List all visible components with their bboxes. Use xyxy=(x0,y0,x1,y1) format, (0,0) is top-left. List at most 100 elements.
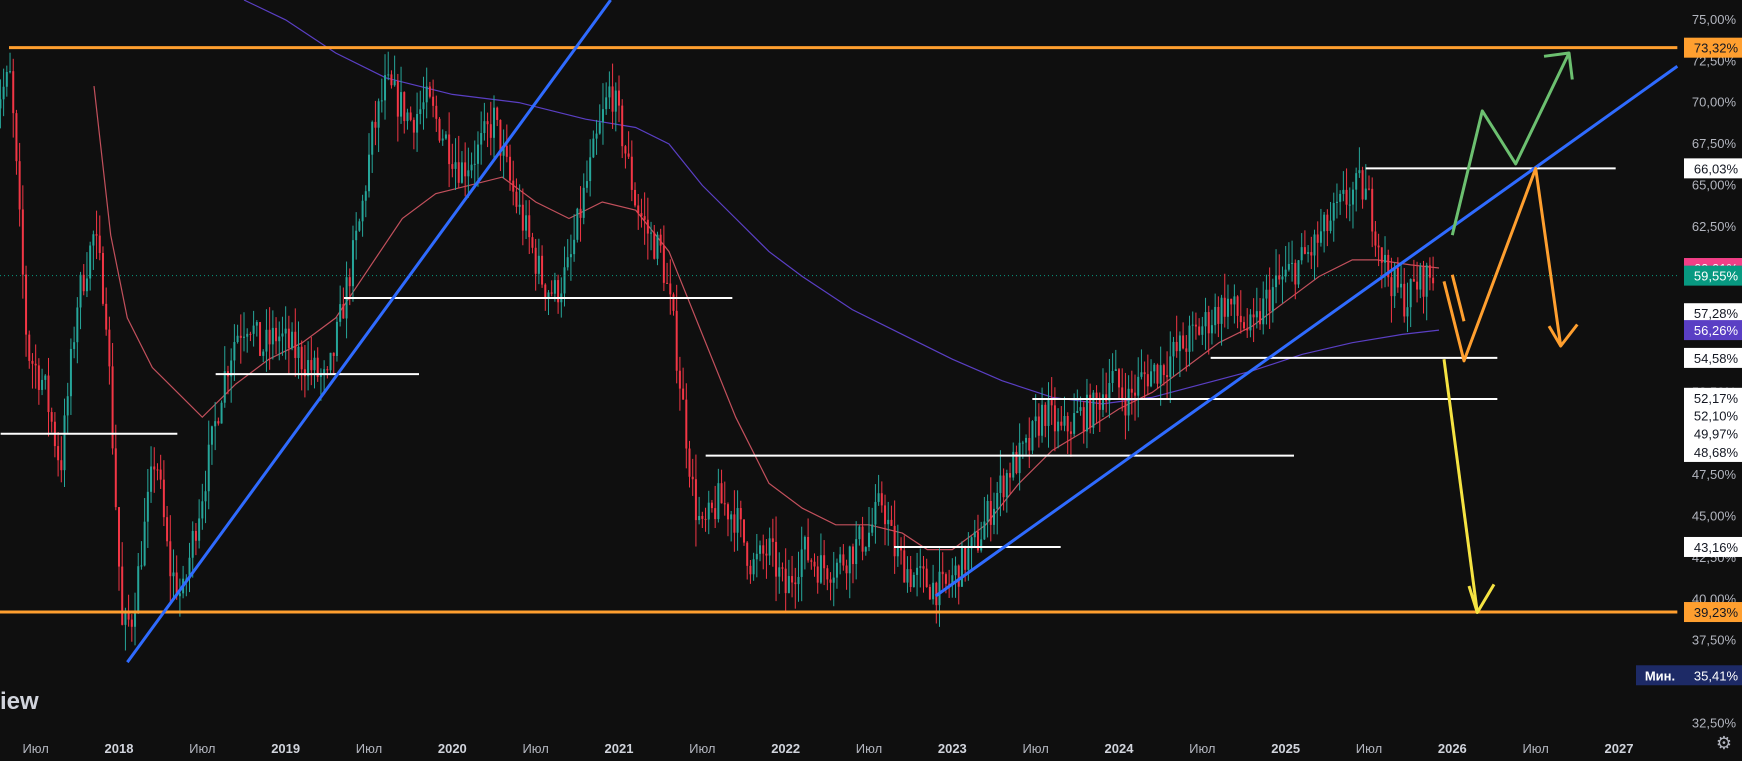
candle-body xyxy=(1403,283,1406,317)
candle-body xyxy=(505,146,508,157)
candle-body xyxy=(710,502,713,509)
candle-body xyxy=(557,280,560,303)
candle-body xyxy=(1390,277,1393,297)
candle-body xyxy=(871,524,874,533)
candle-body xyxy=(255,322,258,326)
candle-body xyxy=(448,134,451,165)
levels-layer[interactable] xyxy=(0,46,1678,614)
candle-body xyxy=(493,107,495,138)
candle-body xyxy=(797,576,800,585)
candle-body xyxy=(159,469,162,480)
candle-body xyxy=(912,574,915,588)
candle-body xyxy=(1002,475,1005,498)
candle-body xyxy=(916,567,919,575)
candle-body xyxy=(701,516,704,519)
candle-body xyxy=(335,321,338,356)
moving-average-layer xyxy=(93,0,1440,551)
green-projection xyxy=(1450,52,1571,236)
candle-body xyxy=(925,568,928,587)
candle-body xyxy=(941,571,944,575)
price-label-bg xyxy=(1684,602,1742,623)
price-axis[interactable]: 75,00%72,50%70,00%67,50%65,00%62,50%57,5… xyxy=(1692,12,1737,731)
candle-body xyxy=(403,92,406,122)
candle-body xyxy=(127,612,130,620)
candle-body xyxy=(1178,335,1181,352)
candle-body xyxy=(310,360,313,371)
candle-body xyxy=(1300,247,1303,261)
candle-body xyxy=(666,282,669,284)
candle-body xyxy=(976,531,979,551)
candle-body xyxy=(585,181,588,188)
candle-body xyxy=(1342,189,1345,194)
candle-body xyxy=(784,568,787,594)
candle-body xyxy=(1239,315,1242,323)
candle-body xyxy=(105,303,108,330)
candle-body xyxy=(89,245,92,279)
candle-body xyxy=(646,219,649,234)
candle-body xyxy=(986,500,989,522)
candle-body xyxy=(755,553,758,560)
time-axis[interactable]: Июл 2018 Июл 2019 Июл 2020 Июл 2021 Июл 2022 Июл 20… xyxy=(22,741,1633,756)
candle-body xyxy=(650,232,653,234)
candle-body xyxy=(630,156,633,190)
candle-body xyxy=(476,144,479,164)
candle-body xyxy=(348,277,351,287)
candle-body xyxy=(1063,415,1066,426)
candle-body xyxy=(1130,388,1133,393)
candle-body xyxy=(1009,473,1012,478)
candle-body xyxy=(999,475,1002,493)
candle-body xyxy=(890,519,893,526)
price-label-text: 73,32% xyxy=(1694,41,1739,56)
candle-body xyxy=(1243,322,1245,329)
candle-body xyxy=(1114,369,1117,372)
candle-body xyxy=(1105,394,1108,402)
candle-body xyxy=(967,548,970,570)
candle-body xyxy=(1432,277,1435,284)
candles-layer xyxy=(0,51,1435,651)
candle-body xyxy=(1416,281,1419,290)
candle-body xyxy=(1201,326,1204,335)
candle-body xyxy=(210,426,213,445)
price-label-text: 56,26% xyxy=(1694,323,1739,338)
candle-body xyxy=(563,267,566,294)
candle-body xyxy=(1082,407,1085,432)
candle-body xyxy=(1384,254,1387,263)
candle-body xyxy=(1265,289,1268,299)
candle-body xyxy=(1146,374,1149,387)
candle-body xyxy=(787,576,790,594)
candle-body xyxy=(156,469,159,471)
candle-body xyxy=(1025,437,1028,443)
projections-layer[interactable] xyxy=(1442,51,1579,614)
price-label-text: 39,23% xyxy=(1694,605,1739,620)
candle-body xyxy=(101,252,104,304)
price-label-bg xyxy=(1684,387,1742,408)
candle-body xyxy=(528,215,531,238)
x-tick-label: Июл xyxy=(1356,741,1382,756)
candle-body xyxy=(454,162,457,169)
candle-body xyxy=(816,566,819,583)
candle-body xyxy=(829,579,832,583)
x-tick-label: Июл xyxy=(22,741,48,756)
candle-body xyxy=(1069,431,1072,434)
candle-body xyxy=(922,566,925,569)
candle-body xyxy=(191,530,194,558)
candle-body xyxy=(303,369,306,377)
candle-body xyxy=(1284,269,1287,277)
candle-body xyxy=(621,105,624,147)
min-marker-value: 35,41% xyxy=(1694,668,1739,683)
candle-body xyxy=(332,352,335,356)
candle-body xyxy=(848,546,851,574)
y-tick-label: 67,50% xyxy=(1692,136,1737,151)
candle-body xyxy=(1255,311,1258,318)
candle-body xyxy=(1371,188,1374,232)
price-label-text: 48,68% xyxy=(1694,445,1739,460)
candle-body xyxy=(1393,267,1396,297)
candle-body xyxy=(694,479,697,521)
candle-body xyxy=(1079,407,1082,411)
trendlines-layer[interactable] xyxy=(126,0,1679,664)
gear-icon[interactable]: ⚙ xyxy=(1715,733,1733,753)
candle-body xyxy=(377,101,380,128)
x-tick-label: Июл xyxy=(356,741,382,756)
candle-body xyxy=(1226,298,1229,317)
